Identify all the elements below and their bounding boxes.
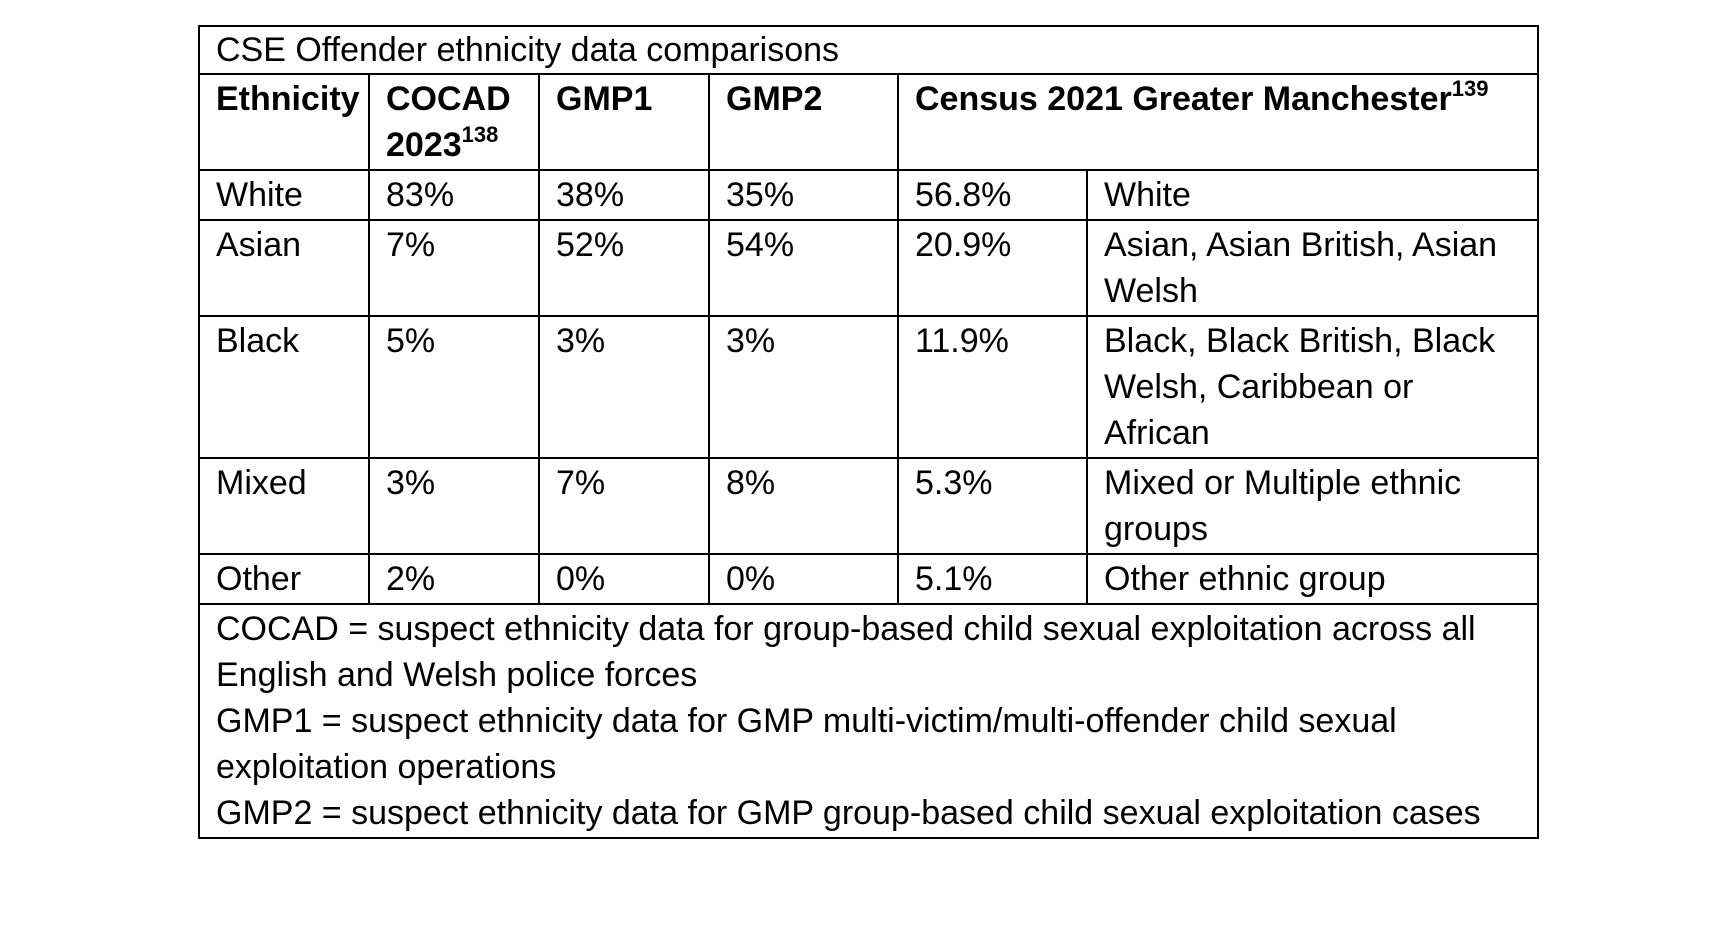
header-cocad-label: COCAD 2023 [386,80,511,164]
title-row: CSE Offender ethnicity data comparisons [197,25,1540,75]
notes-row: COCAD = suspect ethnicity data for group… [197,603,1540,839]
cell-cocad: 5% [368,315,540,459]
header-ethnicity: Ethnicity [198,73,370,171]
cell-gmp2: 54% [708,219,899,317]
table-row-black: Black 5% 3% 3% 11.9% Black, Black Britis… [198,315,1540,459]
cell-ethnicity: Mixed [198,457,370,555]
table-title: CSE Offender ethnicity data comparisons [197,25,1540,75]
note-cocad: COCAD = suspect ethnicity data for group… [216,610,1476,694]
cell-ethnicity: Black [198,315,370,459]
cell-gmp1: 3% [538,315,710,459]
cell-gmp1: 0% [538,553,710,605]
cell-census-group: Mixed or Multiple ethnic groups [1085,457,1540,555]
cell-census: 5.1% [897,553,1088,605]
cell-census: 11.9% [897,315,1088,459]
cell-census-group: Other ethnic group [1085,553,1540,605]
header-row: Ethnicity COCAD 2023138 GMP1 GMP2 Census… [198,73,1540,171]
cell-census: 20.9% [897,219,1088,317]
header-census-footnote-ref: 139 [1451,76,1489,101]
note-gmp2: GMP2 = suspect ethnicity data for GMP gr… [216,794,1481,832]
cell-cocad: 7% [368,219,540,317]
cell-census: 5.3% [897,457,1088,555]
cell-gmp1: 7% [538,457,710,555]
cell-gmp2: 8% [708,457,899,555]
header-census-label: Census 2021 Greater Manchester [915,80,1452,118]
cell-ethnicity: White [198,169,370,221]
header-census: Census 2021 Greater Manchester139 [896,73,1540,171]
header-gmp2: GMP2 [708,73,899,171]
cell-gmp2: 0% [708,553,899,605]
cell-census: 56.8% [897,169,1088,221]
table-row-asian: Asian 7% 52% 54% 20.9% Asian, Asian Brit… [198,219,1540,317]
header-cocad-footnote-ref: 138 [461,122,499,147]
note-gmp1: GMP1 = suspect ethnicity data for GMP mu… [216,702,1397,786]
table-notes: COCAD = suspect ethnicity data for group… [197,603,1540,839]
header-gmp1: GMP1 [538,73,710,171]
cell-gmp1: 52% [538,219,710,317]
cell-gmp2: 3% [708,315,899,459]
cell-census-group: Asian, Asian British, Asian Welsh [1085,219,1540,317]
table-row-white: White 83% 38% 35% 56.8% White [198,169,1540,221]
table-row-other: Other 2% 0% 0% 5.1% Other ethnic group [198,553,1540,605]
cell-gmp2: 35% [708,169,899,221]
cell-gmp1: 38% [538,169,710,221]
cell-ethnicity: Other [198,553,370,605]
header-cocad: COCAD 2023138 [368,73,540,171]
table-row-mixed: Mixed 3% 7% 8% 5.3% Mixed or Multiple et… [198,457,1540,555]
ethnicity-comparison-table: CSE Offender ethnicity data comparisons … [197,25,1540,839]
cell-cocad: 83% [368,169,540,221]
cell-ethnicity: Asian [198,219,370,317]
cell-census-group: Black, Black British, Black Welsh, Carib… [1085,315,1540,459]
cell-census-group: White [1085,169,1540,221]
cell-cocad: 3% [368,457,540,555]
cell-cocad: 2% [368,553,540,605]
